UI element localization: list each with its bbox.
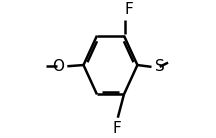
Text: F: F <box>124 2 133 17</box>
Text: F: F <box>112 121 121 136</box>
Text: O: O <box>52 59 64 74</box>
Text: S: S <box>155 59 164 74</box>
